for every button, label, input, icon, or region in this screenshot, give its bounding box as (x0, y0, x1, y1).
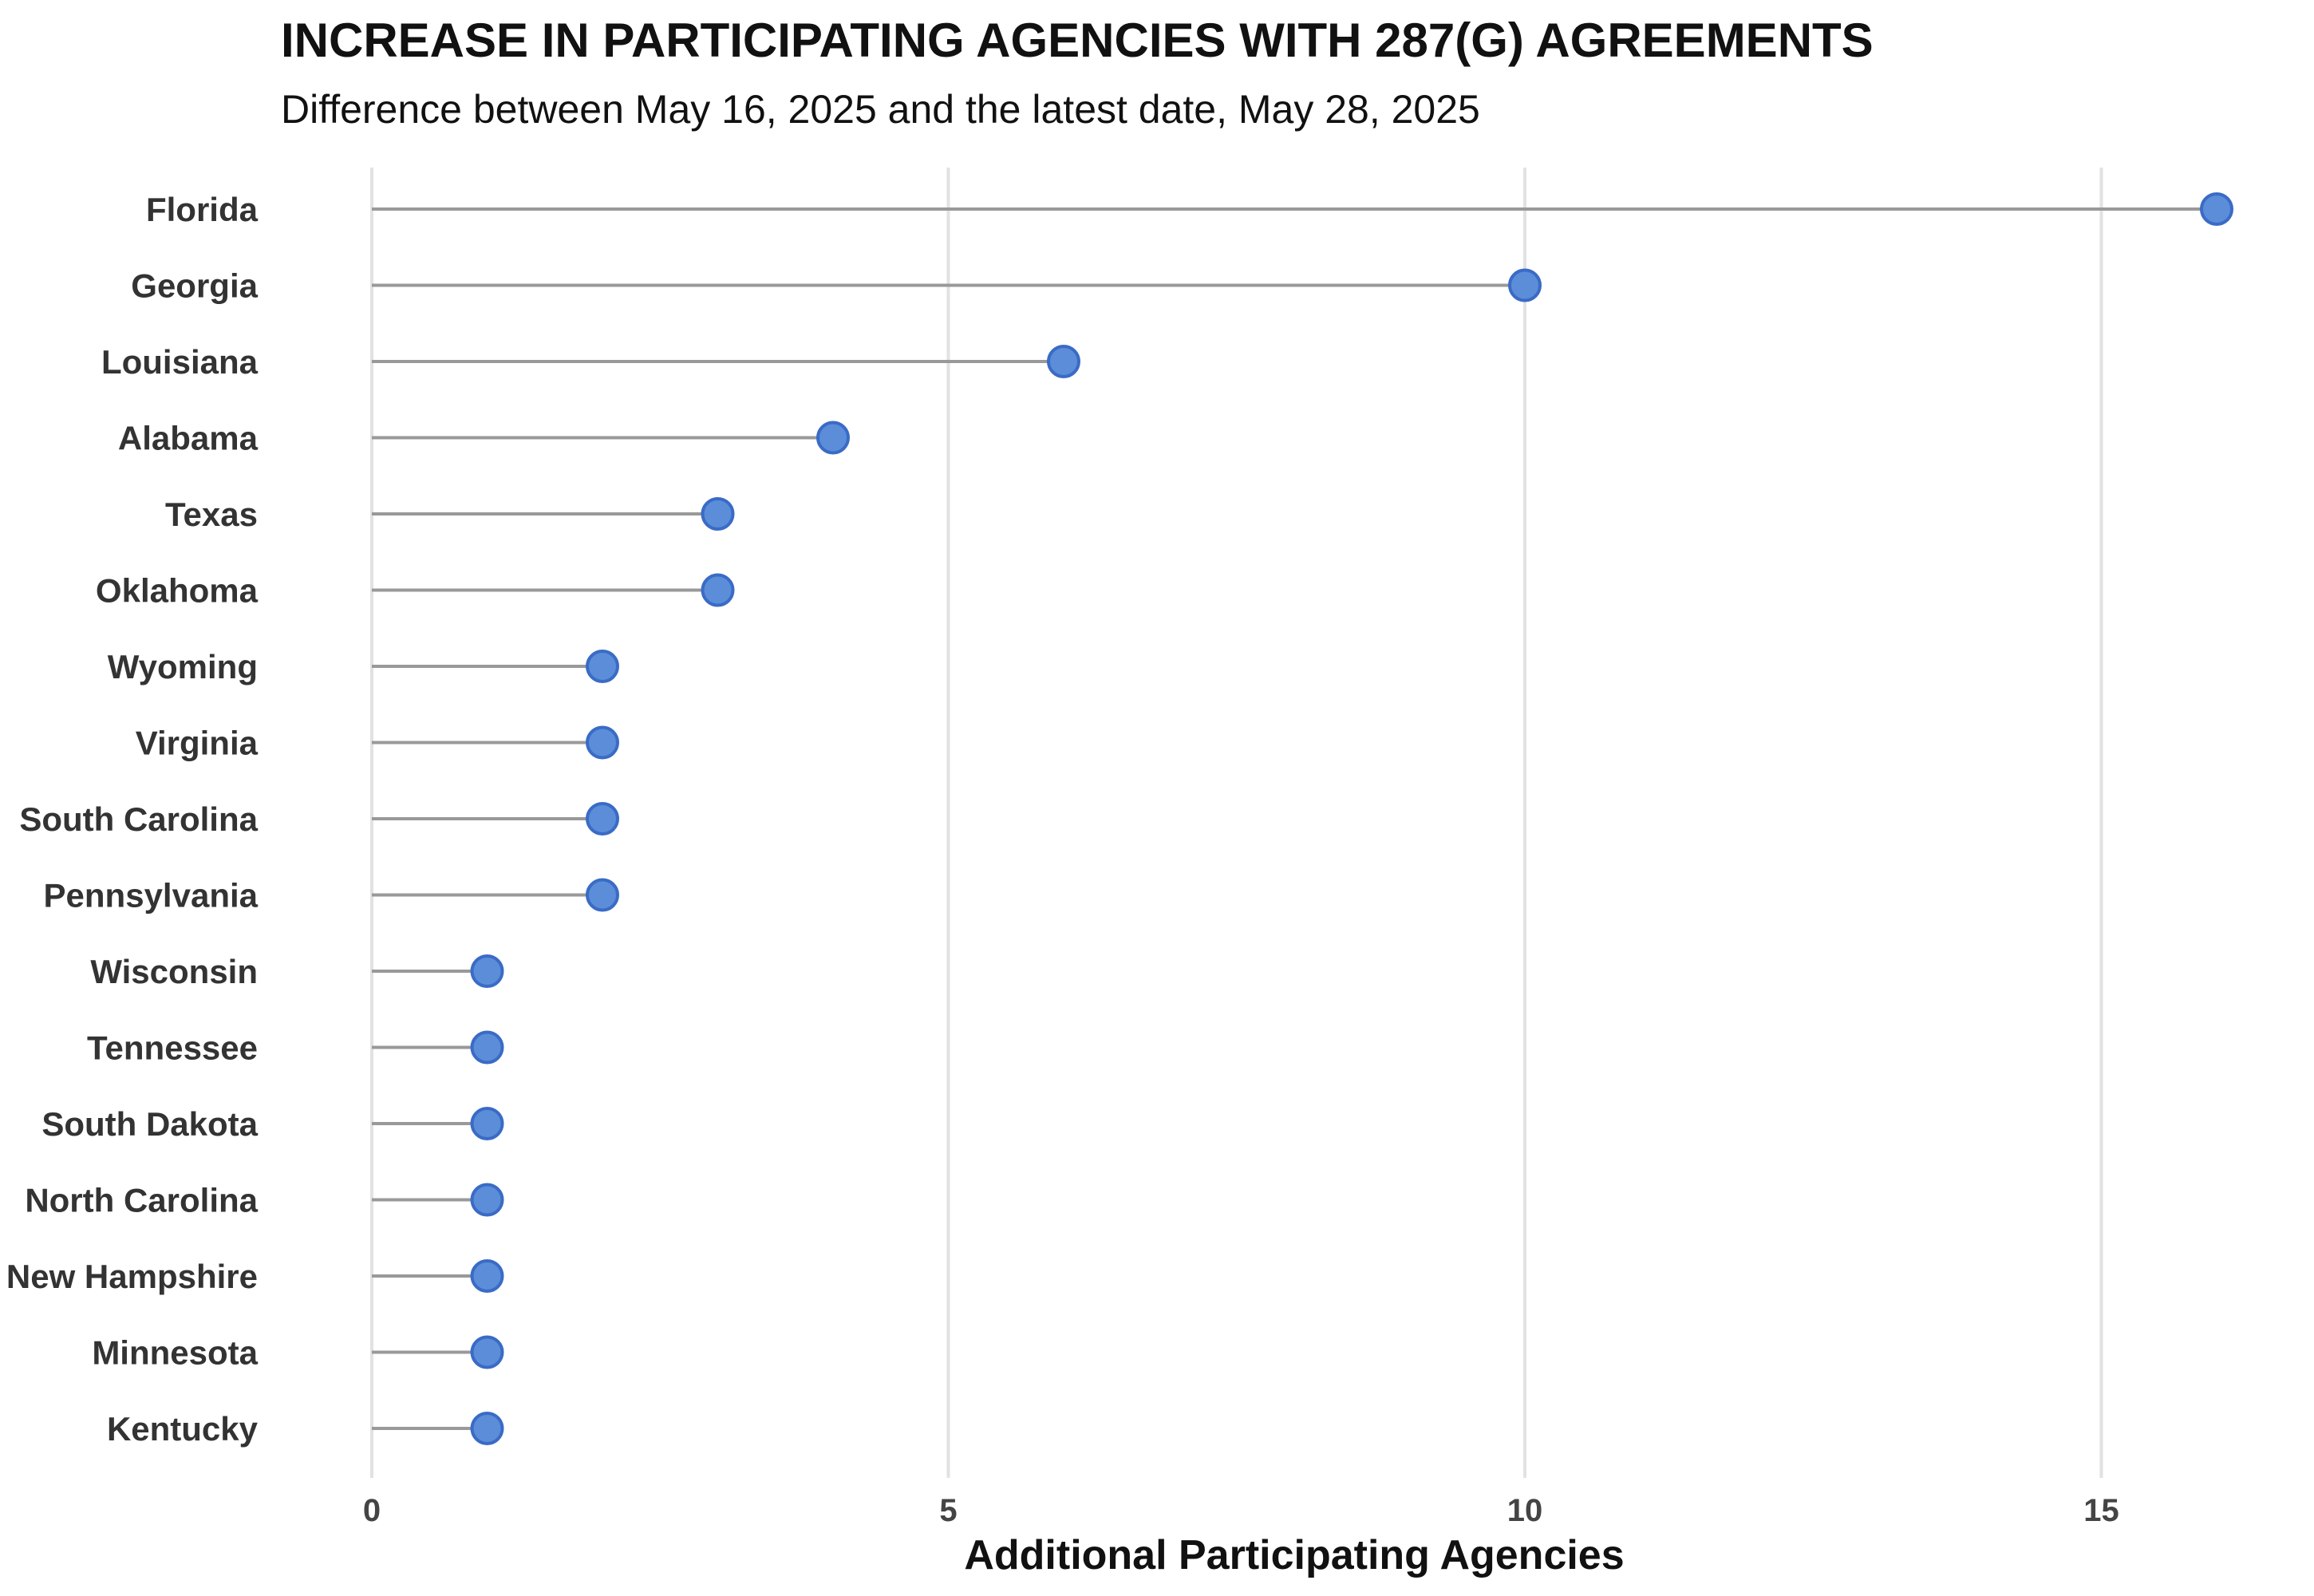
x-tick-label: 10 (1507, 1493, 1543, 1528)
grid-lines (370, 168, 2103, 1478)
marker-wyoming (586, 650, 619, 683)
x-tick-labels: 0 5 10 15 (363, 1493, 2119, 1528)
chart-title: INCREASE IN PARTICIPATING AGENCIES WITH … (281, 14, 1874, 67)
marker-louisiana (1047, 345, 1080, 378)
marker-virginia (586, 725, 619, 760)
marker-minnesota (470, 1335, 504, 1369)
x-tick-label: 5 (939, 1493, 957, 1528)
marker-oklahoma (701, 573, 735, 607)
category-label: South Carolina (19, 800, 258, 838)
category-label: New Hampshire (6, 1258, 258, 1295)
category-label: Wisconsin (90, 953, 258, 990)
category-label: Oklahoma (96, 572, 259, 610)
category-label: North Carolina (25, 1182, 258, 1219)
category-label: Kentucky (107, 1410, 259, 1448)
category-label: Minnesota (92, 1334, 258, 1372)
marker-kentucky (470, 1412, 504, 1445)
category-label: Louisiana (101, 343, 259, 381)
marker-florida (2200, 192, 2233, 226)
marker-south-carolina (586, 802, 619, 836)
category-label: Alabama (118, 420, 259, 457)
category-label: Georgia (131, 267, 258, 305)
marker-wisconsin (470, 954, 504, 988)
stems (372, 207, 2217, 1430)
category-label: Virginia (136, 725, 259, 762)
x-tick-label: 0 (363, 1493, 381, 1528)
category-label: Wyoming (108, 648, 258, 685)
marker-pennsylvania (586, 878, 619, 912)
markers (470, 192, 2233, 1445)
category-label: Texas (165, 496, 258, 533)
category-label: Florida (146, 191, 259, 228)
marker-alabama (816, 421, 850, 455)
category-label: South Dakota (41, 1105, 258, 1143)
x-tick-label: 15 (2083, 1493, 2119, 1528)
marker-georgia (1508, 268, 1542, 302)
category-labels: Florida Georgia Louisiana Alabama Texas Oklah… (6, 191, 259, 1448)
chart-subtitle: Difference between May 16, 2025 and the … (281, 87, 1480, 132)
marker-north-carolina (470, 1183, 504, 1217)
marker-tennessee (470, 1030, 504, 1065)
marker-texas (701, 497, 735, 531)
category-label: Pennsylvania (44, 877, 259, 915)
x-axis-title: Additional Participating Agencies (964, 1532, 1624, 1578)
category-label: Tennessee (87, 1029, 258, 1067)
marker-south-dakota (470, 1107, 504, 1140)
marker-new-hampshire (470, 1259, 504, 1293)
